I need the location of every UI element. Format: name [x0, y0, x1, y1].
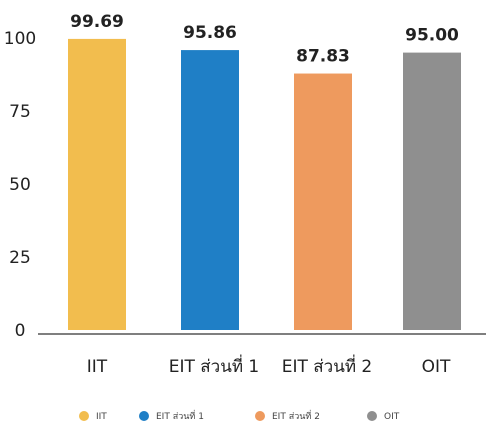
y-tick-label: 25	[9, 248, 31, 268]
legend-swatch	[367, 411, 377, 421]
legend-swatch	[79, 411, 89, 421]
bar	[294, 73, 352, 330]
category-label: IIT	[87, 357, 108, 377]
legend-swatch	[255, 411, 265, 421]
data-label: 87.83	[296, 47, 350, 67]
data-labels: 99.69 95.86 87.83 95.00	[70, 12, 459, 67]
bar	[68, 38, 126, 330]
bar	[181, 50, 239, 330]
category-labels: IIT EIT ส่วนที่ 1 EIT ส่วนที่ 2 OIT	[87, 354, 451, 377]
legend-label: EIT ส่วนที่ 2	[272, 409, 320, 422]
legend-label: EIT ส่วนที่ 1	[156, 409, 204, 422]
y-tick-label: 0	[15, 321, 26, 341]
bars	[68, 38, 461, 330]
data-label: 95.00	[405, 26, 459, 46]
legend: IIT EIT ส่วนที่ 1 EIT ส่วนที่ 2 OIT	[79, 409, 400, 422]
y-tick-label: 75	[9, 102, 31, 122]
data-label: 95.86	[183, 23, 237, 43]
data-label: 99.69	[70, 12, 124, 32]
legend-label: OIT	[384, 412, 400, 422]
y-tick-label: 100	[4, 29, 36, 49]
y-tick-label: 50	[9, 175, 31, 195]
category-label: EIT ส่วนที่ 1	[169, 354, 260, 377]
y-axis-ticks: 0 25 50 75 100	[4, 29, 36, 341]
category-label: OIT	[422, 357, 451, 377]
category-label: EIT ส่วนที่ 2	[282, 354, 373, 377]
legend-swatch	[139, 411, 149, 421]
legend-label: IIT	[96, 412, 107, 422]
bar	[403, 52, 461, 330]
